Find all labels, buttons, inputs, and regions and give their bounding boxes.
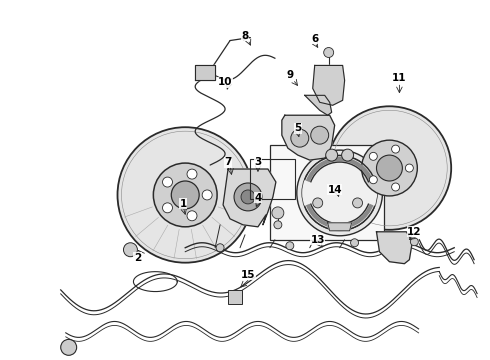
Circle shape <box>369 176 377 184</box>
Circle shape <box>353 198 363 208</box>
Circle shape <box>291 129 309 147</box>
Text: 11: 11 <box>392 73 407 84</box>
Circle shape <box>274 221 282 229</box>
Circle shape <box>172 181 199 209</box>
Polygon shape <box>305 95 332 115</box>
Circle shape <box>297 150 383 236</box>
Text: 3: 3 <box>254 157 262 167</box>
Circle shape <box>324 48 334 58</box>
Bar <box>250 159 295 199</box>
Circle shape <box>376 155 402 181</box>
Circle shape <box>313 198 323 208</box>
Circle shape <box>392 145 399 153</box>
Circle shape <box>234 183 262 211</box>
Circle shape <box>163 177 172 187</box>
Circle shape <box>187 211 197 221</box>
Polygon shape <box>376 232 413 264</box>
Circle shape <box>118 127 253 263</box>
Text: 9: 9 <box>286 71 294 80</box>
Circle shape <box>216 244 224 252</box>
Text: 4: 4 <box>254 193 262 203</box>
Circle shape <box>302 155 377 231</box>
Circle shape <box>362 140 417 196</box>
Circle shape <box>342 149 354 161</box>
Text: 14: 14 <box>327 185 342 195</box>
Text: 1: 1 <box>180 199 187 209</box>
Polygon shape <box>282 115 335 160</box>
Polygon shape <box>223 169 276 227</box>
Text: 13: 13 <box>311 235 325 245</box>
Circle shape <box>163 203 172 213</box>
Text: 5: 5 <box>294 123 301 133</box>
Circle shape <box>369 152 377 160</box>
Text: 2: 2 <box>134 253 141 263</box>
Circle shape <box>61 339 76 355</box>
Circle shape <box>392 183 399 191</box>
Circle shape <box>153 163 217 227</box>
Circle shape <box>241 190 255 204</box>
Text: 10: 10 <box>218 77 232 87</box>
Circle shape <box>311 126 329 144</box>
Circle shape <box>123 243 137 257</box>
Circle shape <box>272 207 284 219</box>
Text: 8: 8 <box>242 31 248 41</box>
Circle shape <box>350 239 359 247</box>
Text: 15: 15 <box>241 270 255 280</box>
Text: 6: 6 <box>311 33 318 44</box>
Polygon shape <box>313 66 344 105</box>
Polygon shape <box>195 66 215 80</box>
Text: 12: 12 <box>407 227 421 237</box>
Circle shape <box>326 149 338 161</box>
Bar <box>270 145 385 240</box>
Circle shape <box>187 169 197 179</box>
Circle shape <box>410 238 418 246</box>
Circle shape <box>328 106 451 230</box>
Text: 7: 7 <box>224 157 232 167</box>
Circle shape <box>286 242 294 250</box>
Polygon shape <box>328 223 352 231</box>
Circle shape <box>202 190 212 200</box>
Circle shape <box>405 164 414 172</box>
Bar <box>228 289 242 303</box>
